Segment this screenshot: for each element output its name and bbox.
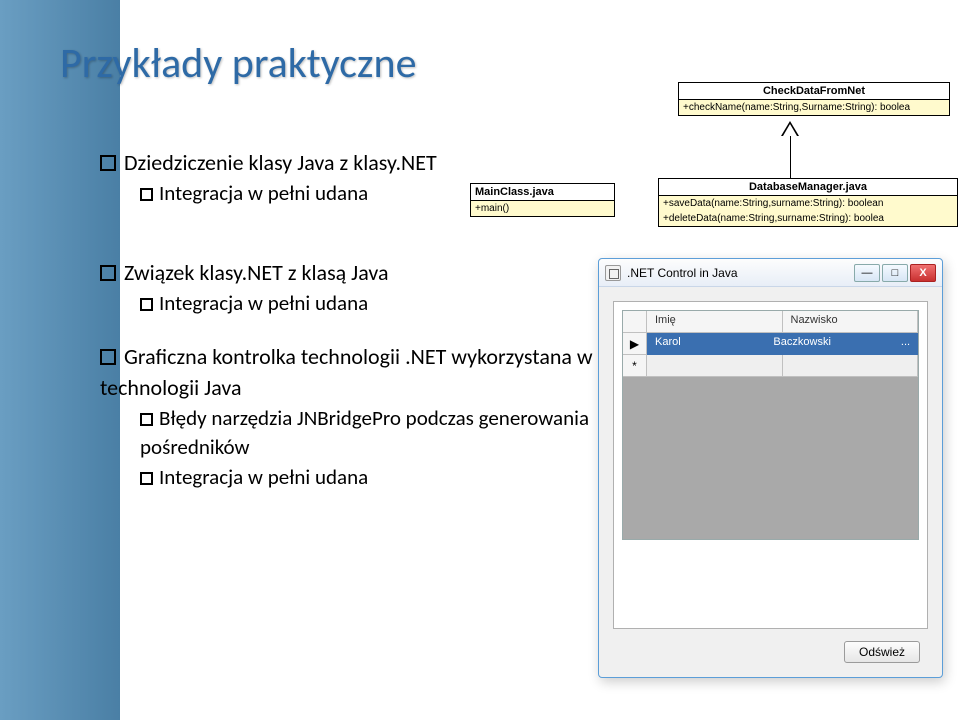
bullet-3: Graficzna kontrolka technologii .NET wyk… [100, 342, 600, 404]
row-header-marker: ▶ [623, 333, 647, 355]
column-header-nazwisko[interactable]: Nazwisko [783, 311, 919, 332]
bullet-3b: Integracja w pełni udana [140, 463, 600, 492]
bullet-2: Związek klasy.NET z klasą Java [100, 258, 600, 289]
data-grid[interactable]: Imię Nazwisko ▶ Karol Baczkowski ... * [622, 310, 919, 540]
cell-ellipsis-button[interactable]: ... [894, 333, 918, 355]
bullet-icon [100, 349, 116, 365]
cell-empty[interactable] [647, 355, 783, 377]
window-titlebar[interactable]: .NET Control in Java — □ X [599, 259, 942, 287]
uml-class-mainclass: MainClass.java +main() [470, 183, 615, 217]
minimize-button[interactable]: — [854, 264, 880, 282]
bullet-icon [140, 472, 153, 485]
slide-title: Przykłady praktyczne [60, 38, 416, 89]
net-control-window: .NET Control in Java — □ X Imię Nazwisko… [598, 258, 943, 678]
bullet-icon [140, 413, 153, 426]
grid-empty-area [623, 377, 918, 539]
window-title: .NET Control in Java [627, 266, 854, 280]
bullet-icon [100, 155, 116, 171]
uml-class-method: +main() [471, 201, 614, 216]
cell-empty[interactable] [783, 355, 919, 377]
grid-row-selected[interactable]: ▶ Karol Baczkowski ... [623, 333, 918, 355]
bullet-icon [140, 188, 153, 201]
uml-class-method: +deleteData(name:String,surname:String):… [659, 211, 957, 226]
uml-class-method: +checkName(name:String,Surname:String): … [679, 100, 949, 115]
bullet-2a: Integracja w pełni udana [140, 289, 600, 318]
bullet-3-text: Graficzna kontrolka technologii .NET wyk… [100, 343, 593, 401]
bullet-2-text: Związek klasy.NET z klasą Java [124, 259, 389, 286]
refresh-button[interactable]: Odśwież [844, 641, 920, 663]
uml-class-checkdatafromnet: CheckDataFromNet +checkName(name:String,… [678, 82, 950, 116]
uml-inheritance-arrow-fill [783, 124, 797, 136]
grid-row-new[interactable]: * [623, 355, 918, 377]
uml-class-title: DatabaseManager.java [659, 179, 957, 196]
bullet-3a: Błędy narzędzia JNBridgePro podczas gene… [140, 404, 600, 463]
bullet-1-text: Dziedziczenie klasy Java z klasy.NET [124, 149, 437, 176]
bullet-2a-text: Integracja w pełni udana [159, 290, 368, 316]
bullet-icon [100, 265, 116, 281]
close-button[interactable]: X [910, 264, 936, 282]
row-header-new-marker: * [623, 355, 647, 377]
bullet-3a-text: Błędy narzędzia JNBridgePro podczas gene… [140, 405, 589, 460]
maximize-button[interactable]: □ [882, 264, 908, 282]
grid-header: Imię Nazwisko [623, 311, 918, 333]
cell-nazwisko[interactable]: Baczkowski [765, 333, 894, 355]
bullet-3b-text: Integracja w pełni udana [159, 464, 368, 490]
bullet-icon [140, 298, 153, 311]
window-icon [605, 265, 621, 281]
window-client-area: Imię Nazwisko ▶ Karol Baczkowski ... * [613, 301, 928, 629]
bullet-1: Dziedziczenie klasy Java z klasy.NET [100, 148, 600, 179]
column-header-imie[interactable]: Imię [647, 311, 783, 332]
bullet-1a-text: Integracja w pełni udana [159, 180, 368, 206]
uml-class-databasemanager: DatabaseManager.java +saveData(name:Stri… [658, 178, 958, 227]
uml-class-title: CheckDataFromNet [679, 83, 949, 100]
cell-imie[interactable]: Karol [647, 333, 765, 355]
window-buttons: — □ X [854, 264, 936, 282]
uml-class-title: MainClass.java [471, 184, 614, 201]
grid-corner [623, 311, 647, 332]
uml-class-method: +saveData(name:String,surname:String): b… [659, 196, 957, 211]
